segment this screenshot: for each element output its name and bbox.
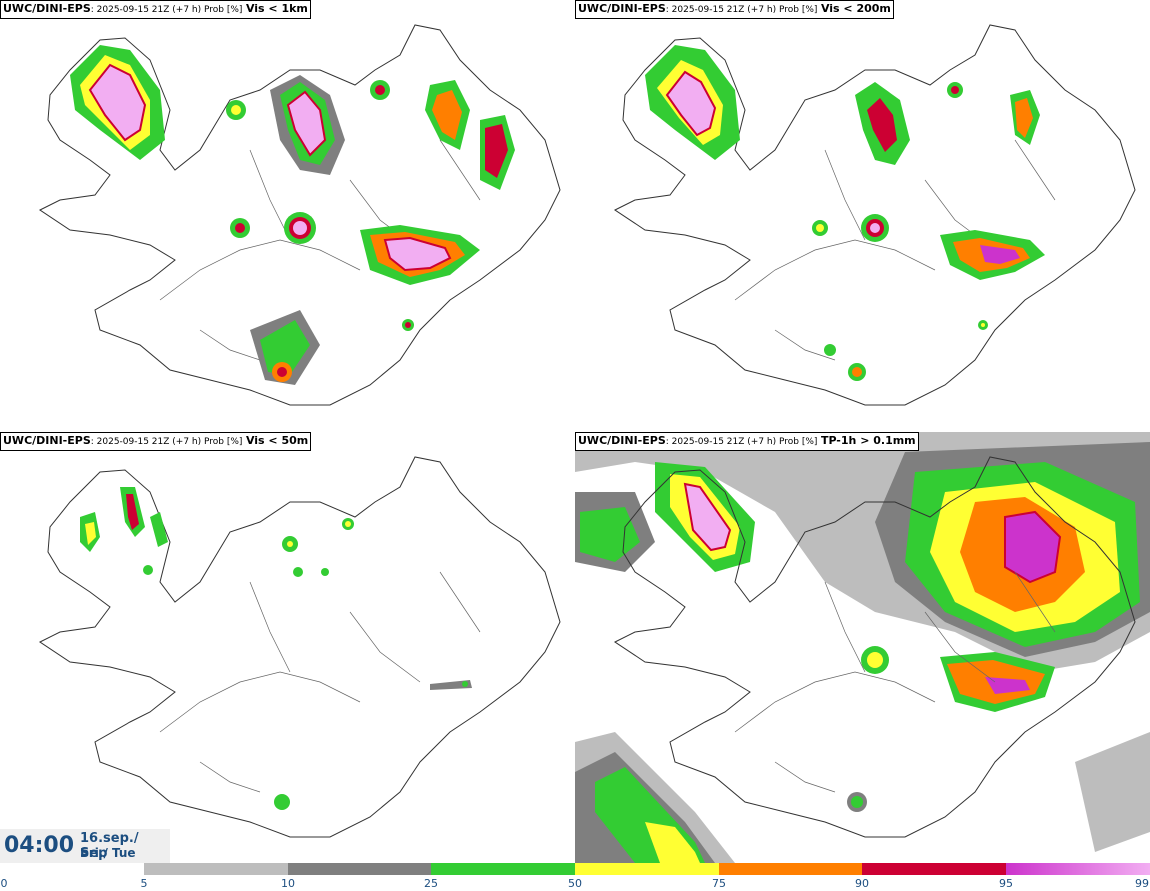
colorbar-segment	[1006, 863, 1150, 875]
map-panel-vis-200m: UWC/DINI-EPS: 2025-09-15 21Z (+7 h) Prob…	[575, 0, 1150, 431]
map-vis-200m	[614, 24, 1136, 406]
colorbar-tick: 50	[568, 877, 582, 890]
colorbar-segment	[0, 863, 144, 875]
map-vis-50m	[39, 456, 561, 838]
map-panel-vis-1km: UWC/DINI-EPS: 2025-09-15 21Z (+7 h) Prob…	[0, 0, 575, 431]
panel-title: UWC/DINI-EPS: 2025-09-15 21Z (+7 h) Prob…	[0, 0, 311, 19]
valid-time-box: 04:00 16.sep./ Sep Þri./ Tue	[0, 829, 170, 863]
map-vis-1km	[39, 24, 561, 406]
colorbar-tick: 75	[712, 877, 726, 890]
colorbar-segment	[862, 863, 1006, 875]
valid-date: 16.sep./ Sep	[80, 831, 139, 861]
valid-weekday: Þri./ Tue	[80, 846, 136, 860]
colorbar-tick: 10	[281, 877, 295, 890]
colorbar-segment	[575, 863, 719, 875]
panel-title: UWC/DINI-EPS: 2025-09-15 21Z (+7 h) Prob…	[0, 432, 312, 451]
map-tp-1h	[575, 432, 1150, 863]
colorbar-segment	[288, 863, 431, 875]
colorbar-tick: 5	[140, 877, 148, 890]
colorbar-segment	[144, 863, 288, 875]
colorbar-segment	[431, 863, 575, 875]
colorbar-segment	[719, 863, 862, 875]
colorbar-tick: 99	[1135, 877, 1149, 890]
colorbar-tick: 90	[855, 877, 869, 890]
colorbar-tick: 0	[0, 877, 8, 890]
map-panel-tp-1h: UWC/DINI-EPS: 2025-09-15 21Z (+7 h) Prob…	[575, 432, 1150, 863]
colorbar-tick: 95	[999, 877, 1013, 890]
valid-hour: 04:00	[4, 833, 75, 858]
colorbar	[0, 863, 1150, 875]
panel-title: UWC/DINI-EPS: 2025-09-15 21Z (+7 h) Prob…	[575, 0, 894, 19]
map-panel-vis-50m: UWC/DINI-EPS: 2025-09-15 21Z (+7 h) Prob…	[0, 432, 575, 863]
panel-title: UWC/DINI-EPS: 2025-09-15 21Z (+7 h) Prob…	[575, 432, 919, 451]
colorbar-tick: 25	[424, 877, 438, 890]
